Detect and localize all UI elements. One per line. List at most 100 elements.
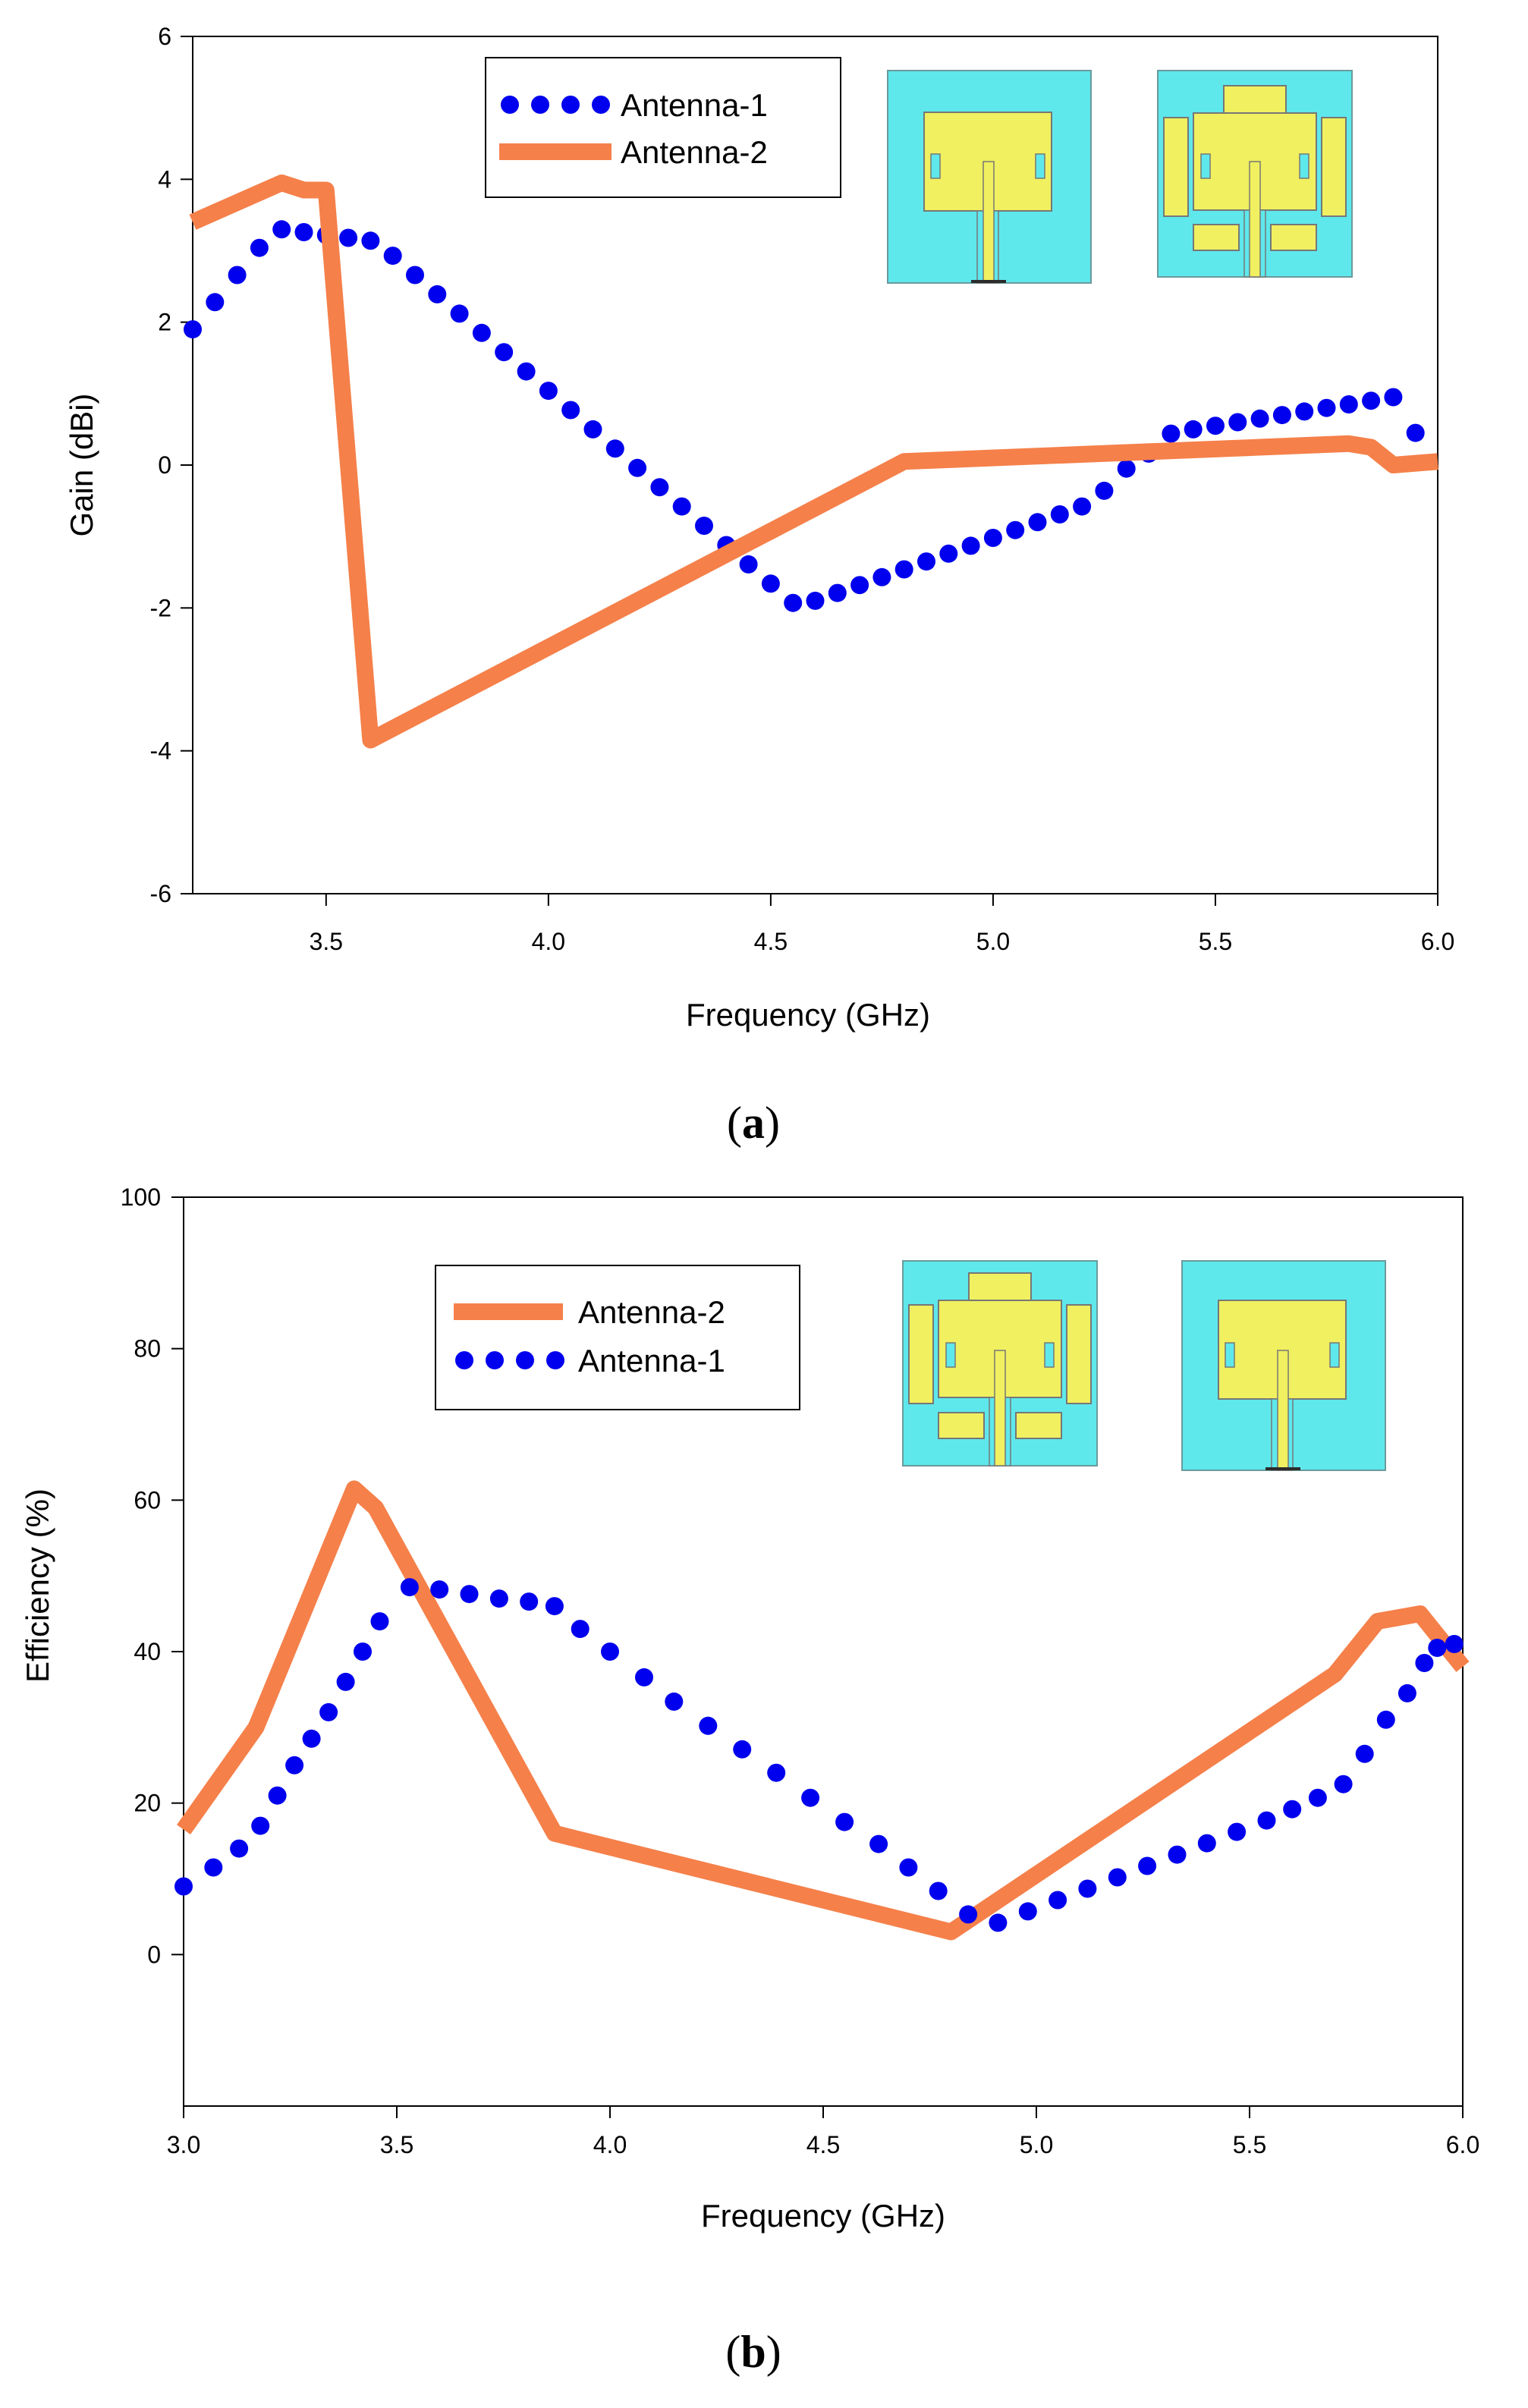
gain-series-antenna-1-point <box>228 266 247 284</box>
efficiency-x-tick-label: 4.5 <box>806 2131 840 2158</box>
gain-series-antenna-1-point <box>872 567 891 586</box>
efficiency-series-antenna-1-point <box>1283 1800 1302 1819</box>
gain-series-antenna-1-point <box>1406 423 1425 442</box>
gain-x-tick-label: 3.5 <box>310 928 343 955</box>
efficiency-series-antenna-1-point <box>1334 1775 1353 1793</box>
efficiency-series-antenna-1-point <box>1428 1639 1447 1657</box>
efficiency-series-antenna-1-point <box>1415 1654 1434 1672</box>
efficiency-series <box>174 1480 1470 1941</box>
efficiency-series-antenna-1-point <box>268 1786 287 1805</box>
efficiency-series-antenna-1-point <box>460 1585 479 1604</box>
gain-series-antenna-1-point <box>1317 398 1336 417</box>
efficiency-x-tick-label: 3.5 <box>380 2131 413 2158</box>
efficiency-series-antenna-1-point <box>285 1756 304 1775</box>
gain-series-antenna-1-point <box>850 576 869 595</box>
gain-x-axis-label: Frequency (GHz) <box>686 997 930 1033</box>
efficiency-series-antenna-1-point <box>520 1592 539 1611</box>
efficiency-series-antenna-1-point <box>699 1716 718 1735</box>
efficiency-series-antenna-1-point <box>319 1702 338 1721</box>
efficiency-series-antenna-1-point <box>545 1597 564 1616</box>
efficiency-series-antenna-1-point <box>1228 1822 1247 1841</box>
gain-series-antenna-1-point <box>1050 505 1069 523</box>
gain-x-tick-label: 4.0 <box>532 928 565 955</box>
gain-legend-swatch-antenna-1 <box>501 96 610 114</box>
efficiency-x-tick-label: 5.5 <box>1233 2131 1266 2158</box>
gain-y-tick-label: -2 <box>150 594 171 621</box>
gain-series-antenna-1-point <box>184 320 202 339</box>
gain-legend: Antenna-1 Antenna-2 <box>485 57 841 198</box>
gain-series-antenna-1-point <box>250 238 269 257</box>
efficiency-series-antenna-1-point <box>302 1729 321 1748</box>
gain-series-antenna-1-point <box>1095 481 1114 500</box>
gain-series-antenna-1-point <box>206 293 225 312</box>
gain-series-antenna-1-point <box>383 247 402 266</box>
efficiency-series-antenna-1-point <box>1308 1788 1327 1807</box>
efficiency-y-tick-label: 80 <box>134 1335 161 1363</box>
gain-series-antenna-1-point <box>1184 420 1203 439</box>
gain-x-tick-label: 5.5 <box>1199 928 1232 955</box>
efficiency-series-antenna-1-point <box>767 1763 786 1782</box>
efficiency-legend-label-2: Antenna-1 <box>578 1343 725 1378</box>
efficiency-chart: 0 20 40 60 80 100 3.0 3.5 4.0 4.5 5.0 5.5 6.0 Frequ… <box>20 1184 1479 2377</box>
gain-series-antenna-1-point <box>495 343 514 362</box>
efficiency-series-antenna-1-point <box>635 1668 653 1687</box>
gain-series-antenna-1-point <box>1228 413 1247 432</box>
gain-series-antenna-1-point <box>1073 497 1092 516</box>
antenna-2-layout-image-b <box>902 1260 1098 1466</box>
efficiency-series-antenna-1-point <box>801 1788 820 1807</box>
efficiency-y-tick-label: 100 <box>121 1184 161 1211</box>
gain-series-antenna-1-point <box>672 497 691 516</box>
gain-series-antenna-1-point <box>739 555 758 574</box>
efficiency-y-axis-label: Efficiency (%) <box>20 1488 55 1683</box>
antenna-1-layout-image-b <box>1181 1260 1386 1471</box>
gain-series-antenna-1-point <box>517 362 536 381</box>
efficiency-x-tick-label: 5.0 <box>1020 2131 1053 2158</box>
gain-series-antenna-1-point <box>294 223 313 241</box>
gain-series-antenna-1-point <box>695 517 713 535</box>
gain-y-tick-label: 6 <box>158 23 171 50</box>
efficiency-series-antenna-1-point <box>354 1643 372 1661</box>
gain-series-antenna-1-point <box>361 231 380 250</box>
gain-series-antenna-1-point <box>806 591 825 610</box>
gain-y-tick-label: -6 <box>150 880 171 907</box>
gain-series-antenna-1-point <box>784 593 803 612</box>
gain-x-tick-label: 4.5 <box>754 928 788 955</box>
gain-series-antenna-1-point <box>1250 409 1269 428</box>
gain-series-antenna-1-point <box>1117 459 1136 478</box>
gain-series-antenna-1-point <box>1339 395 1358 413</box>
gain-series-antenna-1-point <box>1384 388 1403 407</box>
gain-series-antenna-1-point <box>428 284 447 303</box>
gain-y-tick-label: 4 <box>158 165 171 193</box>
efficiency-series-antenna-1-point <box>1197 1834 1216 1853</box>
efficiency-series-antenna-1-point <box>174 1877 193 1896</box>
gain-series <box>184 174 1438 749</box>
gain-legend-box <box>485 57 841 198</box>
gain-series-antenna-1-point <box>1028 513 1047 532</box>
efficiency-series-antenna-1-point <box>989 1913 1008 1932</box>
gain-series-antenna-1-point <box>605 439 624 458</box>
efficiency-series-antenna-1-point <box>489 1589 508 1608</box>
gain-series-antenna-1-point <box>583 420 602 439</box>
gain-legend-label-1: Antenna-1 <box>621 87 768 123</box>
efficiency-series-antenna-1-point <box>665 1692 684 1711</box>
efficiency-series-antenna-1-point <box>400 1578 419 1597</box>
efficiency-series-antenna-1-point <box>1049 1891 1067 1910</box>
efficiency-x-axis-label: Frequency (GHz) <box>701 2198 945 2234</box>
efficiency-x-tick-label: 6.0 <box>1446 2131 1479 2158</box>
gain-series-antenna-1-point <box>561 401 580 420</box>
gain-series-antenna-1-point <box>894 560 913 579</box>
efficiency-y-tick-label: 60 <box>134 1486 161 1514</box>
gain-y-axis-label: Gain (dBi) <box>64 393 99 536</box>
efficiency-series-antenna-1-point <box>1108 1868 1127 1887</box>
gain-series-antenna-1-point <box>1006 520 1025 539</box>
gain-series-antenna-1-point <box>1206 417 1225 435</box>
efficiency-series-antenna-1-point <box>929 1881 948 1900</box>
efficiency-series-antenna-1-point <box>571 1620 590 1639</box>
efficiency-series-antenna-1-point <box>1445 1635 1464 1653</box>
efficiency-series-antenna-1-point <box>899 1858 918 1877</box>
gain-y-tick-label: -4 <box>150 737 171 765</box>
efficiency-y-tick-label: 0 <box>147 1941 161 1968</box>
efficiency-series-antenna-2-line <box>177 1480 1470 1941</box>
efficiency-series-antenna-1-point <box>1398 1683 1416 1702</box>
